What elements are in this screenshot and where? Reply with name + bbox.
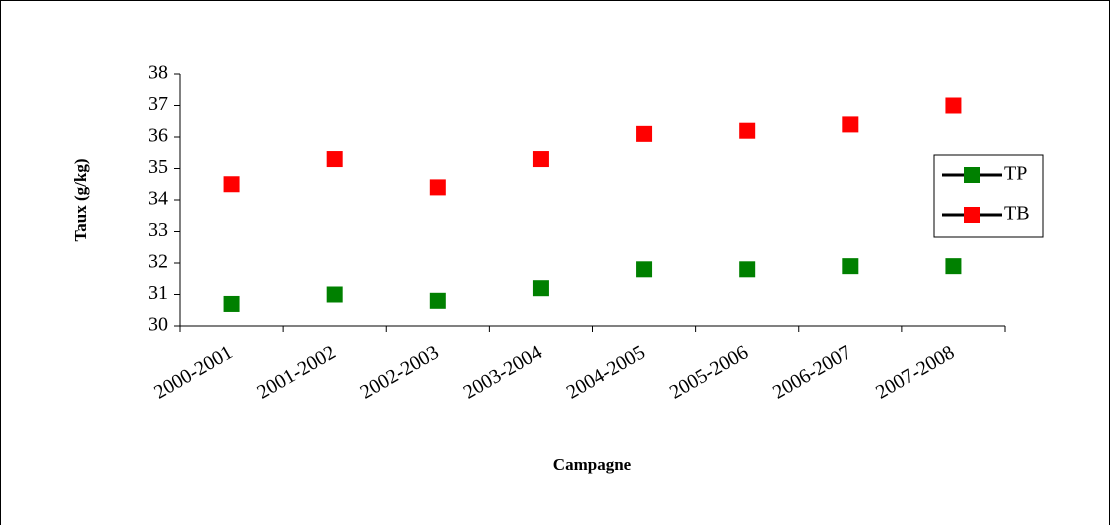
legend-marker (964, 167, 980, 183)
y-tick-label: 30 (148, 314, 168, 336)
legend-label: TP (1004, 163, 1027, 185)
marker (223, 295, 240, 312)
marker (945, 97, 962, 114)
y-tick-label: 35 (148, 156, 168, 178)
y-tick-label: 36 (148, 125, 168, 147)
marker (429, 292, 446, 309)
y-tick-label: 33 (148, 219, 168, 241)
legend-label: TB (1004, 203, 1030, 225)
y-tick-label: 32 (148, 251, 168, 273)
marker (739, 261, 756, 278)
y-tick-label: 31 (148, 282, 168, 304)
x-axis-title: Campagne (553, 455, 632, 474)
legend-box (933, 154, 1044, 238)
y-axis-title: Taux (g/kg) (71, 159, 90, 242)
y-tick-label: 34 (148, 188, 168, 210)
marker (326, 286, 343, 303)
marker (945, 258, 962, 275)
legend-marker (964, 207, 980, 223)
marker (739, 122, 756, 139)
y-tick-label: 37 (148, 93, 168, 115)
marker (532, 151, 549, 168)
marker (326, 151, 343, 168)
marker (842, 258, 859, 275)
y-tick-label: 38 (148, 62, 168, 84)
marker (636, 125, 653, 142)
marker (532, 280, 549, 297)
marker (223, 176, 240, 193)
marker (842, 116, 859, 133)
marker (429, 179, 446, 196)
marker (636, 261, 653, 278)
